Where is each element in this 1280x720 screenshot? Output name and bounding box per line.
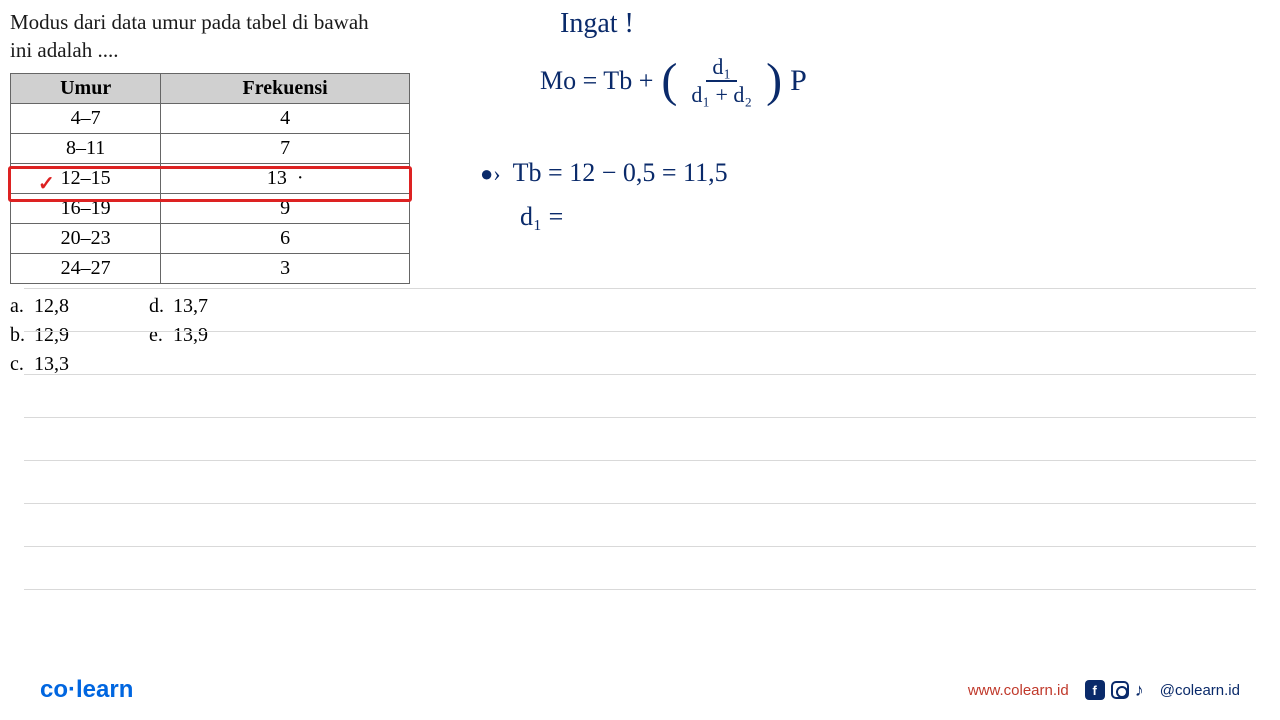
frequency-table: Umur Frekuensi 4–7 4 8–11 7 12–15 <box>10 73 410 284</box>
facebook-icon[interactable]: f <box>1085 680 1105 700</box>
hw-work-line2: d₁ = <box>520 202 1256 232</box>
instagram-icon[interactable] <box>1111 681 1129 699</box>
formula-fraction: d₁ d₁ + d₂ <box>685 54 758 108</box>
footer: co·learn www.colearn.id f ♪ @colearn.id <box>0 660 1280 720</box>
rule-line <box>24 503 1256 504</box>
paren-open-icon: ( <box>661 67 677 96</box>
col-header-umur: Umur <box>11 73 161 103</box>
brand-logo: co·learn <box>40 676 133 704</box>
question-line2: ini adalah .... <box>10 38 118 62</box>
table-row: 8–11 7 <box>11 133 410 163</box>
formula-tail: P <box>790 64 807 98</box>
website-link[interactable]: www.colearn.id <box>968 682 1069 699</box>
checkmark-icon: ✓ <box>38 171 55 196</box>
formula-lhs: Mo = Tb + <box>540 66 653 96</box>
rule-line <box>24 460 1256 461</box>
question-text: Modus dari data umur pada tabel di bawah… <box>10 8 430 65</box>
cell-umur-3: 12–15 <box>61 167 111 189</box>
hw-formula: Mo = Tb + ( d₁ d₁ + d₂ ) P <box>540 54 1256 108</box>
rule-line <box>24 288 1256 289</box>
hw-title: Ingat ! <box>560 8 1256 40</box>
rule-line <box>24 546 1256 547</box>
cell-freq-3: 13 <box>267 167 287 189</box>
table-row: 12–15 13 · <box>11 163 410 193</box>
social-icons: f ♪ <box>1085 680 1144 701</box>
question-line1: Modus dari data umur pada tabel di bawah <box>10 10 369 34</box>
rule-line <box>24 417 1256 418</box>
col-header-frekuensi: Frekuensi <box>161 73 410 103</box>
rule-line <box>24 374 1256 375</box>
hw-work-line1: ●› Tb = 12 − 0,5 = 11,5 <box>480 158 1256 188</box>
frequency-table-wrap: Umur Frekuensi 4–7 4 8–11 7 12–15 <box>10 73 430 284</box>
paren-close-icon: ) <box>766 67 782 96</box>
table-row: 16–19 9 <box>11 193 410 223</box>
bullet-icon: ●› <box>480 161 501 186</box>
table-row: 20–23 6 <box>11 223 410 253</box>
tiktok-icon[interactable]: ♪ <box>1135 680 1144 701</box>
table-row: 4–7 4 <box>11 103 410 133</box>
rule-line <box>24 589 1256 590</box>
social-handle: @colearn.id <box>1160 682 1240 699</box>
table-row: 24–27 3 <box>11 253 410 283</box>
notebook-lines <box>24 288 1256 590</box>
rule-line <box>24 331 1256 332</box>
